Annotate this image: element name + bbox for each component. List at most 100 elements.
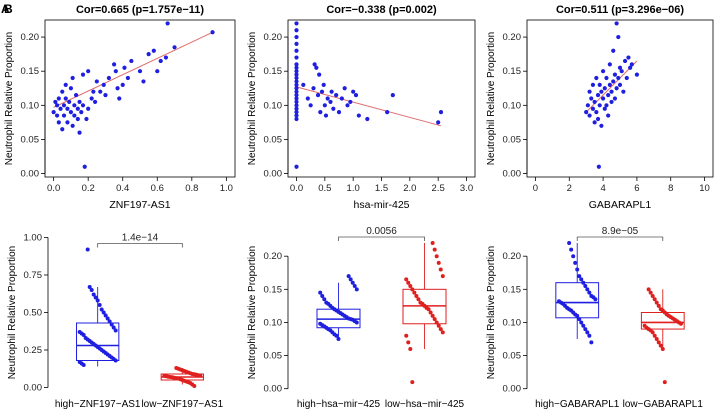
data-point [336, 337, 341, 341]
x-tick-label: 0.6 [151, 183, 164, 194]
data-point [412, 290, 417, 295]
data-point [294, 72, 299, 77]
data-point [438, 110, 444, 115]
category-label: high−ZNF197−AS1 [55, 399, 141, 410]
data-point [174, 366, 179, 370]
data-point [294, 41, 299, 46]
x-tick-label: 0.2 [82, 183, 95, 194]
data-point [434, 254, 439, 259]
data-point [589, 340, 594, 345]
y-axis-label: Neutrophil Relative Proportion [247, 246, 258, 379]
data-point [111, 62, 117, 67]
data-point [652, 333, 657, 338]
data-point [294, 116, 299, 122]
data-point [103, 92, 108, 98]
data-point [428, 310, 433, 315]
data-point [612, 72, 618, 77]
data-point [600, 69, 606, 74]
data-point [294, 48, 299, 53]
data-point [63, 96, 68, 101]
data-point [599, 123, 604, 128]
data-point [658, 343, 663, 348]
data-point [77, 99, 82, 105]
data-point [597, 82, 602, 87]
data-point [607, 82, 612, 87]
y-tick-label: 0.05 [264, 134, 283, 145]
data-point [86, 69, 91, 74]
data-point [339, 96, 344, 101]
data-point [648, 290, 653, 295]
data-point [430, 313, 435, 318]
data-point [80, 103, 86, 108]
significance-bracket [576, 236, 664, 241]
data-point [294, 164, 299, 169]
data-point [614, 21, 619, 26]
data-point [163, 55, 169, 60]
data-point [56, 120, 61, 125]
data-point [129, 58, 134, 64]
data-point [294, 65, 299, 70]
scatter-panel-3: Cor=0.511 (p=3.296e−06) 0 2 4 6 8 10 GABARAPL1 0… [486, 4, 714, 211]
data-point [634, 72, 640, 77]
category-label: low−GABARAPL1 [623, 399, 704, 410]
data-point [107, 319, 112, 324]
y-tick-label: 0.15 [503, 284, 522, 295]
data-point [597, 103, 602, 108]
data-point [318, 110, 323, 115]
data-point [113, 69, 118, 74]
data-point [318, 321, 323, 326]
data-point [346, 274, 351, 279]
x-tick-label: 0 [533, 183, 538, 194]
x-axis-label: hsa-mir-425 [353, 199, 409, 211]
data-point [587, 333, 592, 338]
data-point [587, 113, 592, 118]
chart-title: Cor=0.511 (p=3.296e−06) [556, 4, 684, 16]
y-tick-label: 0.20 [264, 251, 283, 262]
data-point [589, 293, 594, 298]
p-value-label: 8.9e−05 [602, 226, 639, 237]
data-point [356, 113, 361, 118]
x-tick-label: 2.5 [432, 183, 445, 194]
data-point [614, 86, 619, 91]
data-point [609, 89, 614, 94]
data-point [577, 317, 582, 322]
data-point [642, 323, 647, 328]
data-point [294, 28, 299, 33]
p-value-label: 1.4e−14 [122, 233, 159, 244]
data-point [60, 89, 65, 94]
data-point [117, 96, 122, 101]
x-tick-label: 3.0 [460, 183, 473, 194]
data-point [569, 247, 574, 252]
data-point [51, 110, 56, 115]
y-tick-label: 0.05 [503, 134, 522, 145]
data-point [590, 106, 596, 111]
data-point [585, 287, 590, 292]
data-point [336, 110, 342, 115]
data-point [575, 267, 580, 272]
data-point [91, 89, 96, 94]
panel-label-upper: A [1, 2, 10, 16]
data-point [294, 79, 299, 84]
category-label: high−hsa−mir−425 [297, 399, 381, 410]
data-point [438, 267, 443, 272]
data-point [596, 164, 601, 169]
y-tick-label: 0.15 [264, 66, 283, 77]
data-point [89, 96, 94, 101]
data-point [600, 96, 606, 101]
data-point [79, 110, 84, 115]
data-point [67, 99, 72, 105]
data-point [604, 75, 609, 81]
data-point [385, 110, 390, 115]
box-panel-4: 0.00 0.25 0.50 0.75 1.00 Neutrophil Relative … [7, 233, 224, 410]
data-point [141, 79, 146, 84]
y-tick-label: 0.20 [503, 251, 522, 262]
data-point [408, 346, 413, 351]
data-point [432, 247, 437, 252]
data-point [308, 103, 313, 108]
data-point [322, 297, 327, 302]
data-point [616, 34, 621, 40]
data-point [320, 293, 325, 298]
data-point [404, 277, 409, 282]
data-point [294, 21, 299, 26]
